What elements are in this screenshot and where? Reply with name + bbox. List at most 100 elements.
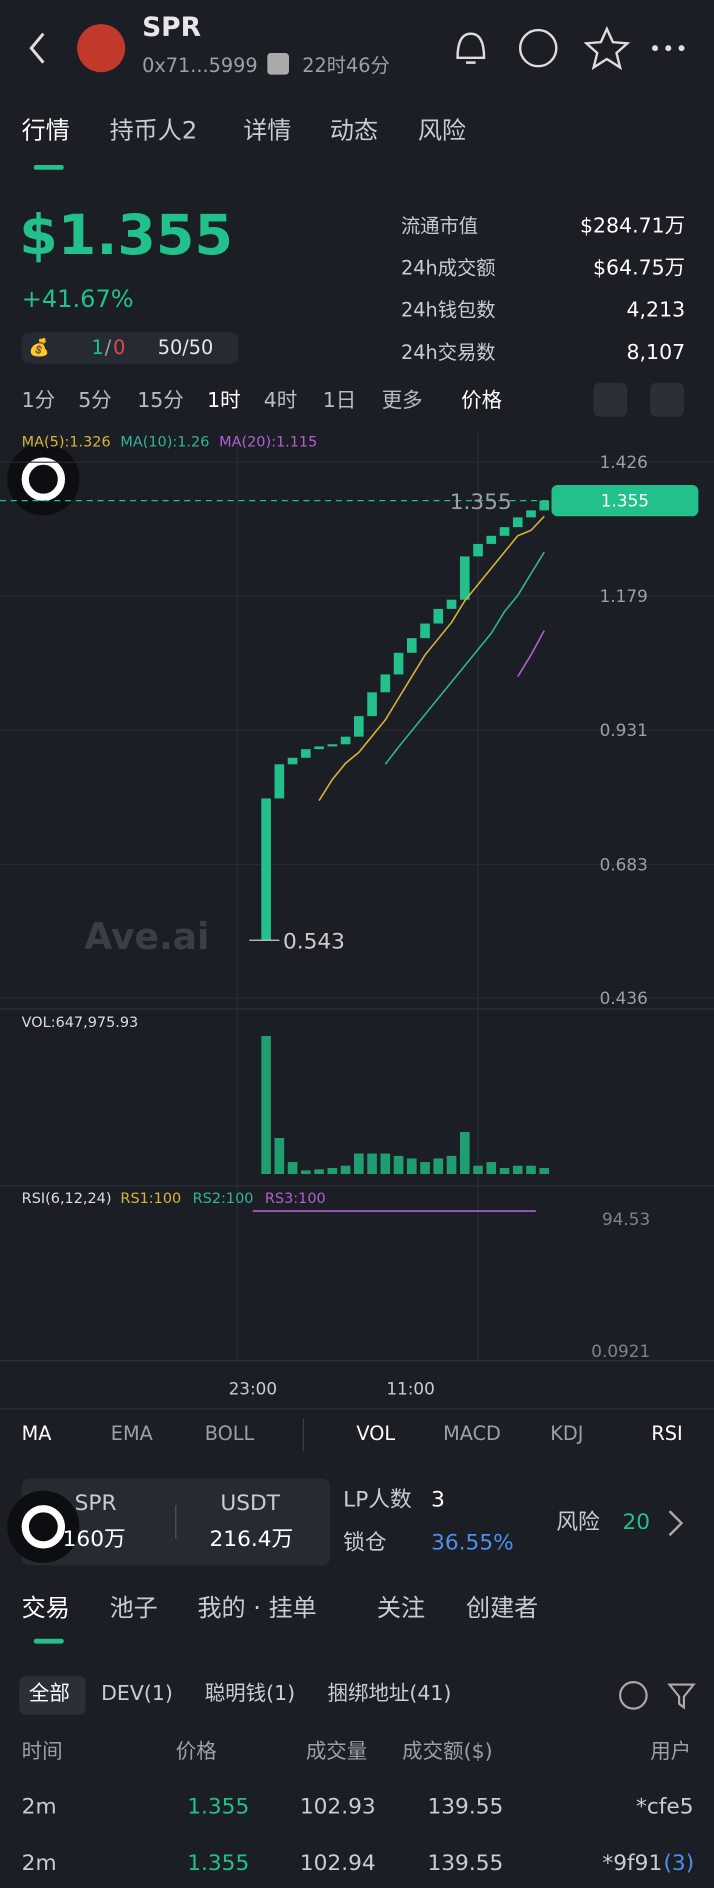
volume-bar — [261, 1035, 271, 1174]
lock-value[interactable]: 36.55% — [431, 1530, 514, 1556]
pool-quote-amount: 216.4万 — [209, 1526, 294, 1553]
interval[interactable]: 1分 — [21, 388, 56, 414]
ma-line — [517, 630, 545, 677]
interval[interactable]: 1时 — [207, 388, 241, 414]
indicator[interactable]: MACD — [443, 1422, 501, 1445]
speed-icon[interactable] — [518, 28, 558, 68]
price: $1.355 — [19, 202, 234, 268]
chevron[interactable] — [668, 1510, 684, 1537]
back-icon[interactable] — [29, 32, 45, 64]
change: +41.67% — [21, 284, 134, 314]
volume-bar — [340, 1165, 351, 1174]
float-btn[interactable] — [7, 1490, 80, 1563]
filter[interactable]: 全部 — [28, 1682, 70, 1707]
ratio: 1 — [91, 335, 104, 359]
badge-bg — [21, 332, 239, 364]
stat-value: $284.71万 — [579, 214, 686, 239]
watermark: Ave.ai — [84, 915, 209, 958]
filter[interactable]: DEV(1) — [101, 1682, 173, 1707]
candle — [261, 798, 271, 941]
filter[interactable]: 捆绑地址(41) — [327, 1682, 452, 1707]
interval[interactable]: 15分 — [137, 388, 184, 414]
rsi-label: RS2:100 — [193, 1191, 254, 1207]
pool-base: SPR — [74, 1490, 117, 1516]
lp-value: 3 — [431, 1487, 445, 1513]
stat-value: 8,107 — [626, 340, 686, 365]
token-name: SPR — [142, 13, 201, 44]
tool-btn[interactable] — [593, 382, 628, 417]
price-line-text: 1.355 — [450, 490, 512, 515]
interval[interactable]: 更多 — [381, 388, 423, 414]
indicator[interactable]: KDJ — [550, 1422, 584, 1445]
volume-bar — [393, 1155, 404, 1174]
candle — [380, 674, 391, 693]
stat-label: 24h钱包数 — [400, 298, 496, 322]
tab-indicator — [33, 164, 64, 170]
rsi-tick: 94.53 — [602, 1209, 650, 1229]
candle — [512, 517, 523, 528]
bell-icon[interactable] — [456, 32, 486, 64]
interval[interactable]: 5分 — [78, 388, 112, 414]
trade-tab[interactable]: 我的 · 挂单 — [197, 1593, 317, 1622]
y-tick-label: 0.683 — [600, 854, 648, 874]
candle — [420, 623, 430, 639]
tab[interactable]: 动态 — [329, 115, 379, 145]
vol-label: VOL:647,975.93 — [22, 1015, 139, 1031]
pool-quote: USDT — [220, 1490, 280, 1516]
table-cell: *cfe5 — [636, 1794, 694, 1820]
volume-bar — [420, 1162, 430, 1174]
tab[interactable]: 详情 — [243, 115, 292, 145]
ma-label: MA(10):1.26 — [120, 435, 209, 451]
tool-btn[interactable] — [650, 382, 684, 417]
rsi-label: RSI(6,12,24) — [22, 1191, 112, 1207]
indicator[interactable]: RSI — [651, 1422, 683, 1445]
volume-bar — [499, 1168, 510, 1174]
table-cell: 1.355 — [187, 1794, 250, 1820]
volume-bar — [380, 1153, 391, 1174]
copy-icon[interactable] — [267, 52, 289, 75]
table-cell: 139.55 — [427, 1794, 504, 1820]
time-label: 23:00 — [229, 1378, 278, 1398]
tab[interactable]: 行情 — [21, 115, 70, 145]
ma-line — [318, 515, 545, 801]
rsi-label: RS1:100 — [120, 1191, 181, 1207]
filter[interactable]: 聪明钱(1) — [204, 1682, 296, 1707]
volume-bar — [354, 1153, 364, 1174]
indicator[interactable]: BOLL — [204, 1422, 255, 1445]
filter-active[interactable] — [19, 1676, 86, 1715]
volume-bar — [486, 1162, 497, 1174]
address[interactable]: 0x71...5999 — [142, 54, 258, 78]
candle — [446, 599, 457, 609]
rsi-label: RS3:100 — [265, 1191, 326, 1207]
trade-tab[interactable]: 创建者 — [465, 1593, 539, 1622]
y-tick-label: 0.436 — [600, 988, 648, 1008]
table-header: 时间 — [21, 1739, 63, 1765]
volume-bar — [512, 1165, 523, 1174]
tab[interactable]: 风险 — [417, 115, 466, 145]
star-icon[interactable] — [583, 25, 631, 71]
token-logo — [77, 24, 126, 73]
more-icon[interactable] — [652, 45, 685, 52]
float-btn[interactable] — [7, 443, 80, 516]
user-tag: (3) — [663, 1850, 695, 1876]
indicator[interactable]: EMA — [110, 1422, 153, 1445]
trade-tab[interactable]: 交易 — [21, 1593, 70, 1622]
pause-icon[interactable] — [619, 1681, 648, 1710]
interval[interactable]: 1日 — [322, 388, 357, 414]
volume-bar — [433, 1158, 444, 1174]
candle — [314, 746, 324, 750]
rsi-tick: 0.0921 — [591, 1341, 650, 1361]
candle — [354, 716, 364, 737]
candle — [393, 652, 404, 675]
trade-tab[interactable]: 关注 — [376, 1593, 426, 1622]
table-cell: 1.355 — [187, 1850, 250, 1876]
indicator[interactable]: VOL — [356, 1422, 396, 1445]
candle — [433, 608, 444, 624]
interval[interactable]: 价格 — [461, 388, 503, 414]
tab[interactable]: 持币人2 — [109, 115, 198, 145]
y-tick-label: 1.179 — [600, 586, 648, 606]
interval[interactable]: 4时 — [263, 388, 298, 414]
trade-tab[interactable]: 池子 — [109, 1593, 158, 1622]
filter-icon[interactable] — [667, 1683, 696, 1710]
indicator[interactable]: MA — [21, 1422, 52, 1445]
